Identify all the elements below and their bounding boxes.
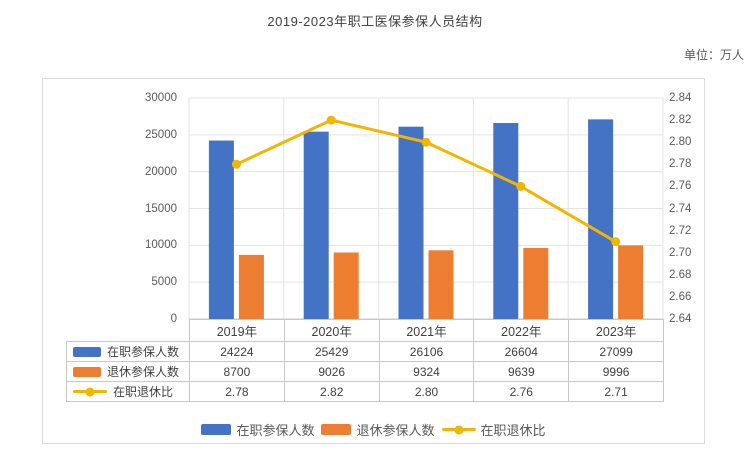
left-axis-tick-label: 0: [170, 313, 177, 325]
left-axis-tick-label: 5000: [151, 276, 177, 289]
table-row: 退休参保人数 8700 9026 9324 9639 9996: [66, 361, 664, 382]
table-corner-blank: [66, 319, 190, 342]
legend-line-key-icon: [73, 387, 107, 396]
table-value-cell: 25429: [283, 341, 380, 362]
table-header-row: 2019年 2020年 2021年 2022年 2023年: [66, 319, 664, 342]
table-value-cell: 2.76: [473, 381, 570, 402]
line-marker-在职退休比: [611, 237, 621, 247]
table-value-cell: 24224: [189, 341, 285, 362]
table-header-cell: 2023年: [568, 319, 664, 342]
table-row-label-inner: 在职参保人数: [68, 343, 189, 360]
legend-swatch-icon: [321, 424, 352, 435]
right-axis-tick-label: 2.82: [669, 114, 692, 127]
table-value-cell: 2.82: [283, 381, 380, 402]
line-marker-在职退休比: [326, 115, 336, 125]
bar-退休参保人数: [333, 252, 359, 319]
table-row-label: 在职参保人数: [66, 341, 190, 362]
table-row: 在职参保人数 24224 25429 26106 26604 27099: [66, 341, 664, 362]
right-axis-tick-label: 2.84: [669, 92, 692, 104]
bar-退休参保人数: [238, 254, 264, 319]
left-axis-tick-label: 20000: [145, 165, 177, 178]
legend-line-dot-icon: [85, 387, 95, 396]
right-axis-tick-label: 2.70: [669, 246, 692, 259]
table-value-cell: 9026: [283, 361, 380, 382]
left-axis-tick-label: 25000: [145, 128, 177, 141]
bar-在职参保人数: [588, 119, 614, 319]
series-name-label: 在职退休比: [113, 385, 174, 399]
right-axis-tick-label: 2.76: [669, 180, 692, 193]
right-axis-tick-label: 2.74: [669, 202, 692, 215]
legend-line-key-icon: [441, 425, 476, 434]
series-name-label: 在职参保人数: [107, 345, 180, 359]
right-axis-tick-label: 2.68: [669, 268, 692, 281]
table-header-cell: 2020年: [283, 319, 380, 342]
legend-swatch-icon: [73, 366, 101, 377]
bar-在职参保人数: [303, 131, 329, 319]
table-value-cell: 26604: [473, 341, 570, 362]
bar-退休参保人数: [523, 247, 549, 319]
table-value-cell: 27099: [568, 341, 664, 362]
unit-label: 单位：万人: [683, 48, 744, 62]
right-axis-tick-label: 2.72: [669, 224, 692, 237]
table-row-label-inner: 在职退休比: [68, 383, 189, 400]
left-axis-tick-label: 30000: [145, 92, 177, 104]
table-value-cell: 2.78: [189, 381, 285, 402]
bar-在职参保人数: [493, 123, 519, 319]
page-title: 2019-2023年职工医保参保人员结构: [267, 14, 483, 29]
legend-label: 在职退休比: [480, 423, 546, 438]
right-axis-tick-label: 2.80: [669, 136, 692, 149]
table-row-label: 在职退休比: [66, 381, 190, 402]
left-axis-tick-label: 10000: [145, 239, 177, 252]
table-header-cell: 2021年: [378, 319, 475, 342]
table-header-cell: 2019年: [189, 319, 285, 342]
chart-card: 0 5000 10000 15000 20000 25000 30000 2.64 2.66 2…: [42, 78, 705, 444]
table-row-label-inner: 退休参保人数: [68, 363, 189, 380]
table-value-cell: 9639: [473, 361, 570, 382]
table-header-cell: 2022年: [473, 319, 570, 342]
legend-swatch-icon: [201, 424, 232, 435]
table-value-cell: 2.71: [568, 381, 664, 402]
bar-退休参保人数: [428, 250, 454, 319]
bar-在职参保人数: [208, 140, 234, 319]
right-axis-tick-label: 2.78: [669, 158, 692, 171]
table-value-cell: 2.80: [378, 381, 475, 402]
chart-legend: 在职参保人数 退休参保人数 在职退休比: [43, 420, 704, 439]
left-axis-tick-label: 15000: [145, 202, 177, 215]
bar-退休参保人数: [618, 245, 644, 319]
legend-label: 在职参保人数: [236, 423, 315, 438]
table-value-cell: 9996: [568, 361, 664, 382]
series-name-label: 退休参保人数: [107, 365, 180, 379]
data-table: 2019年 2020年 2021年 2022年 2023年在职参保人数 24224 2542…: [66, 319, 664, 402]
table-value-cell: 9324: [378, 361, 475, 382]
legend-item-在职参保人数[interactable]: 在职参保人数: [201, 420, 314, 439]
table-value-cell: 8700: [189, 361, 285, 382]
legend-item-退休参保人数[interactable]: 退休参保人数: [321, 420, 435, 439]
legend-swatch-icon: [73, 346, 101, 357]
bar-在职参保人数: [398, 126, 424, 320]
right-axis-tick-label: 2.66: [669, 290, 692, 303]
table-row-label: 退休参保人数: [66, 361, 190, 382]
legend-item-在职退休比[interactable]: 在职退休比: [441, 420, 546, 439]
table-row: 在职退休比 2.78 2.82 2.80 2.76 2.71: [66, 381, 664, 402]
line-marker-在职退休比: [421, 137, 431, 147]
line-marker-在职退休比: [516, 181, 526, 191]
legend-line-dot-icon: [454, 425, 463, 434]
legend-label: 退休参保人数: [356, 423, 435, 438]
table-value-cell: 26106: [378, 341, 475, 362]
plot-area: [188, 97, 664, 320]
right-axis-tick-label: 2.64: [669, 313, 692, 325]
line-marker-在职退休比: [231, 159, 241, 169]
